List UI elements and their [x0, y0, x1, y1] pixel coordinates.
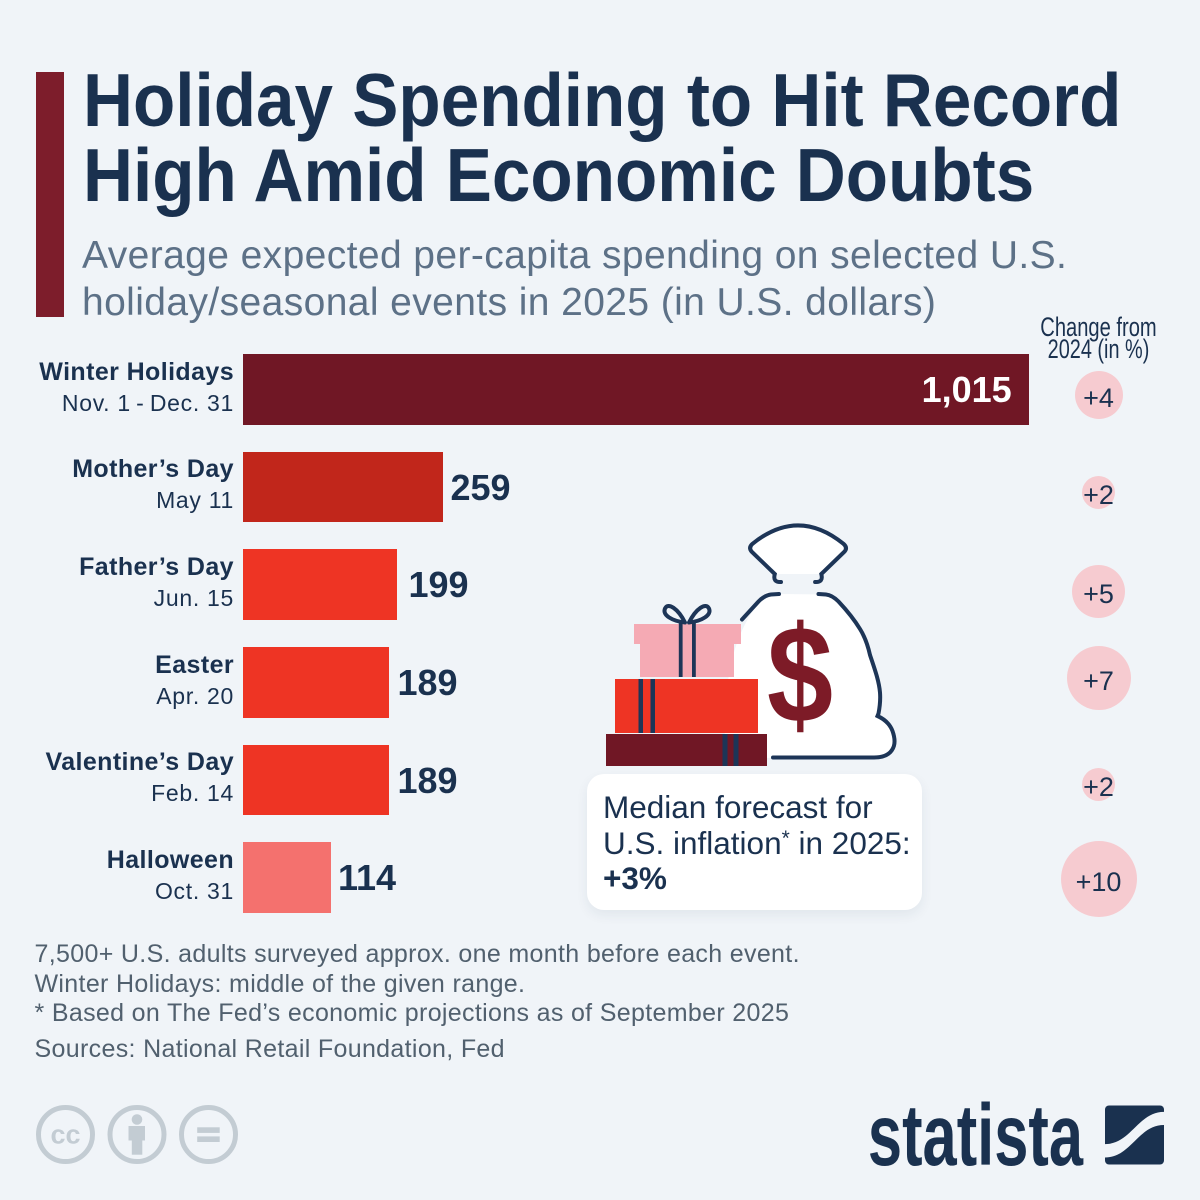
svg-text:cc: cc	[50, 1120, 80, 1150]
svg-text:$: $	[767, 598, 833, 752]
